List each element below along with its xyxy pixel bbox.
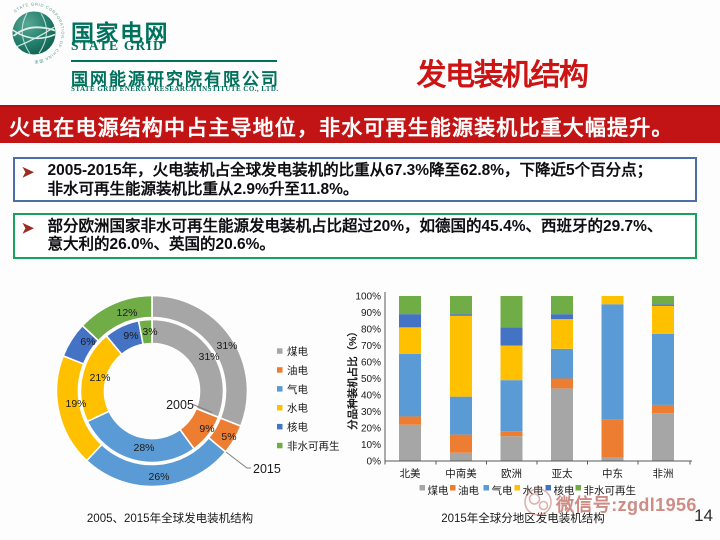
svg-text:北美: 北美 bbox=[400, 467, 421, 480]
svg-text:油电: 油电 bbox=[287, 364, 308, 377]
svg-text:31%: 31% bbox=[198, 351, 219, 363]
svg-text:2015: 2015 bbox=[253, 462, 281, 476]
svg-text:90%: 90% bbox=[361, 308, 381, 319]
svg-text:中东: 中东 bbox=[602, 467, 623, 480]
svg-text:微信号:zgdl1956: 微信号:zgdl1956 bbox=[555, 494, 697, 515]
svg-text:60%: 60% bbox=[361, 358, 381, 369]
svg-text:10%: 10% bbox=[361, 440, 381, 451]
svg-text:核电: 核电 bbox=[554, 484, 575, 497]
svg-text:非水可再生: 非水可再生 bbox=[584, 484, 637, 497]
svg-text:40%: 40% bbox=[361, 391, 381, 402]
svg-text:9%: 9% bbox=[199, 423, 214, 435]
svg-text:水电: 水电 bbox=[287, 402, 308, 415]
svg-text:欧洲: 欧洲 bbox=[501, 468, 522, 480]
svg-text:油电: 油电 bbox=[458, 484, 479, 497]
svg-text:30%: 30% bbox=[361, 407, 381, 418]
svg-text:3%: 3% bbox=[142, 326, 157, 338]
svg-text:2005: 2005 bbox=[166, 398, 194, 412]
svg-text:6%: 6% bbox=[80, 336, 95, 348]
svg-text:非洲: 非洲 bbox=[653, 468, 674, 480]
svg-text:20%: 20% bbox=[361, 424, 381, 435]
svg-text:26%: 26% bbox=[148, 471, 169, 483]
svg-text:煤电: 煤电 bbox=[287, 345, 308, 358]
svg-text:亚太: 亚太 bbox=[552, 467, 573, 480]
svg-text:5%: 5% bbox=[221, 431, 236, 443]
svg-text:19%: 19% bbox=[65, 398, 86, 410]
svg-text:核电: 核电 bbox=[287, 421, 308, 434]
svg-text:气电: 气电 bbox=[492, 484, 513, 497]
svg-text:70%: 70% bbox=[361, 341, 381, 352]
svg-text:分品种装机占比（%）: 分品种装机占比（%） bbox=[346, 326, 359, 430]
svg-text:9%: 9% bbox=[123, 330, 138, 342]
svg-text:31%: 31% bbox=[216, 340, 237, 352]
svg-text:28%: 28% bbox=[133, 442, 154, 454]
svg-text:2005、2015年全球发电装机结构: 2005、2015年全球发电装机结构 bbox=[87, 511, 253, 525]
svg-text:2015年全球分地区发电装机结构: 2015年全球分地区发电装机结构 bbox=[441, 511, 605, 525]
svg-text:100%: 100% bbox=[355, 292, 381, 303]
svg-text:14: 14 bbox=[694, 506, 713, 525]
svg-text:非水可再生: 非水可再生 bbox=[287, 440, 340, 453]
svg-text:煤电: 煤电 bbox=[428, 484, 449, 497]
svg-text:气电: 气电 bbox=[287, 383, 308, 396]
svg-text:中南美: 中南美 bbox=[445, 467, 477, 480]
svg-text:0%: 0% bbox=[367, 457, 382, 468]
svg-text:50%: 50% bbox=[361, 374, 381, 385]
svg-text:21%: 21% bbox=[89, 372, 110, 384]
svg-text:12%: 12% bbox=[116, 307, 137, 319]
svg-text:80%: 80% bbox=[361, 325, 381, 336]
